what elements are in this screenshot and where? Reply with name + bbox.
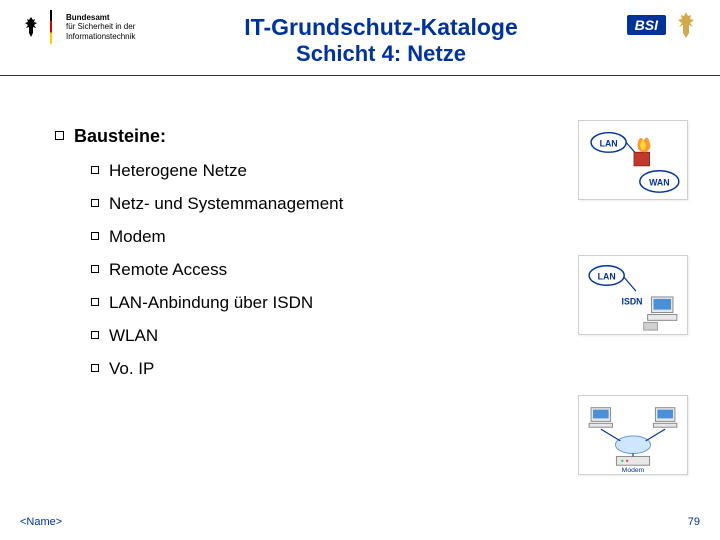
bullet-icon	[91, 265, 99, 273]
list-item: Vo. IP	[91, 359, 680, 379]
bullet-icon	[91, 199, 99, 207]
agency-line1: Bundesamt	[66, 13, 135, 22]
bullet-icon	[91, 166, 99, 174]
illustration-lan-wan: LAN WAN	[578, 120, 688, 200]
flag-stripe-icon	[50, 10, 52, 44]
agency-line3: Informationstechnik	[66, 32, 135, 41]
list-item: Modem	[91, 227, 680, 247]
item-label: Modem	[109, 227, 166, 247]
title-block: IT-Grundschutz-Kataloge Schicht 4: Netze	[135, 10, 626, 67]
illustration-lan-isdn: LAN ISDN	[578, 255, 688, 335]
lan-label: LAN	[600, 138, 618, 148]
bullet-icon	[91, 298, 99, 306]
item-label: WLAN	[109, 326, 158, 346]
agency-line2: für Sicherheit in der	[66, 22, 135, 31]
modem-label: Modem	[622, 467, 645, 474]
bullet-icon	[91, 232, 99, 240]
agency-logo-left: Bundesamt für Sicherheit in der Informat…	[20, 10, 135, 44]
item-label: Vo. IP	[109, 359, 154, 379]
item-label: LAN-Anbindung über ISDN	[109, 293, 313, 313]
header: Bundesamt für Sicherheit in der Informat…	[0, 0, 720, 76]
isdn-label: ISDN	[622, 297, 643, 307]
page-number: 79	[688, 516, 700, 528]
top-label: Bausteine:	[74, 126, 166, 147]
title-line2: Schicht 4: Netze	[135, 41, 626, 67]
eagle-icon	[20, 15, 42, 39]
bullet-icon	[91, 331, 99, 339]
item-label: Remote Access	[109, 260, 227, 280]
item-label: Heterogene Netze	[109, 161, 247, 181]
illustration-modem: Modem	[578, 395, 688, 475]
eagle-right-icon	[672, 10, 700, 40]
bsi-logo-right: BSI	[627, 10, 700, 40]
footer-left: <Name>	[20, 516, 62, 528]
item-label: Netz- und Systemmanagement	[109, 194, 343, 214]
lan-label: LAN	[598, 271, 616, 281]
agency-text: Bundesamt für Sicherheit in der Informat…	[66, 13, 135, 41]
footer: <Name> 79	[20, 516, 700, 528]
wan-label: WAN	[649, 177, 669, 187]
title-line1: IT-Grundschutz-Kataloge	[135, 14, 626, 41]
bsi-badge: BSI	[627, 15, 666, 35]
bullet-icon	[91, 364, 99, 372]
bullet-icon	[55, 131, 64, 140]
